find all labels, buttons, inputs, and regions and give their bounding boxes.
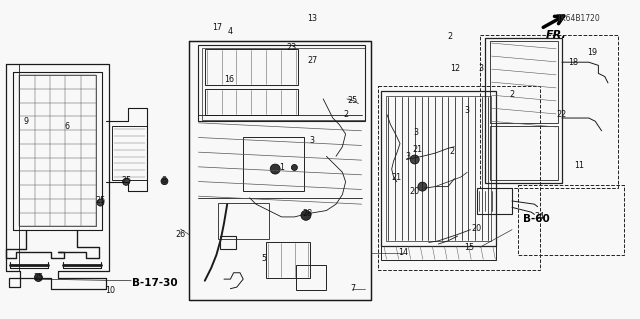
Text: 26: 26 [175,230,186,239]
Text: 10: 10 [105,286,115,295]
Text: 20: 20 [410,187,420,196]
Text: 21: 21 [392,173,402,182]
Circle shape [35,273,42,282]
Text: 28: 28 [302,209,312,218]
Bar [205,49,298,85]
Bar [490,126,558,180]
Text: 25: 25 [121,176,131,185]
Text: 25: 25 [33,273,44,282]
Circle shape [301,210,311,220]
Bar [243,137,304,191]
Bar [198,45,365,121]
Text: 20: 20 [472,224,482,233]
Text: B-60: B-60 [523,213,550,224]
Circle shape [161,178,168,185]
Text: 3: 3 [309,136,314,145]
Text: 27: 27 [307,56,317,65]
Text: 3: 3 [465,106,470,115]
Bar [189,41,371,300]
Text: 17: 17 [212,23,223,32]
Bar [205,89,298,115]
Bar [381,246,496,260]
Circle shape [291,165,298,170]
Text: TK64B1720: TK64B1720 [557,14,601,23]
Text: 2: 2 [509,90,515,99]
Circle shape [97,199,104,206]
Circle shape [270,164,280,174]
Text: 5: 5 [261,254,266,263]
Bar [477,188,512,214]
Text: 24: 24 [534,212,545,221]
Text: 21: 21 [412,145,422,154]
Bar [218,203,269,239]
Bar [518,185,624,255]
Text: B-17-30: B-17-30 [132,278,178,288]
Text: 4: 4 [228,27,233,36]
Text: 3: 3 [405,152,410,161]
Bar [378,86,540,270]
Bar [220,236,236,249]
Text: 6: 6 [65,122,70,130]
Text: 3: 3 [413,128,419,137]
Text: 22: 22 [557,110,567,119]
Circle shape [418,182,427,191]
Text: 25: 25 [95,197,106,205]
Bar [112,126,147,180]
Text: 9: 9 [23,117,28,126]
Text: 3: 3 [479,64,484,73]
Bar [266,242,310,278]
Bar [485,38,562,183]
Text: 19: 19 [587,48,597,57]
Circle shape [123,178,129,185]
Bar [490,41,558,123]
Bar [202,48,365,120]
Text: 23: 23 [286,43,296,52]
Text: 2: 2 [449,147,454,156]
Text: 2: 2 [343,110,348,119]
Text: 14: 14 [398,248,408,256]
Text: 15: 15 [464,243,474,252]
Text: 2: 2 [447,32,452,41]
Text: 8: 8 [162,176,167,185]
Text: 12: 12 [451,64,461,73]
Circle shape [410,155,419,164]
Text: 13: 13 [307,14,317,23]
Bar [386,96,491,241]
Text: 25: 25 [348,96,358,105]
Text: 1: 1 [279,163,284,172]
Bar [381,91,496,246]
Text: 7: 7 [351,284,356,293]
Text: 11: 11 [574,161,584,170]
Text: 16: 16 [224,75,234,84]
Text: 18: 18 [568,58,578,67]
Bar [480,35,618,188]
Text: FR.: FR. [546,30,566,40]
Bar [296,265,326,290]
